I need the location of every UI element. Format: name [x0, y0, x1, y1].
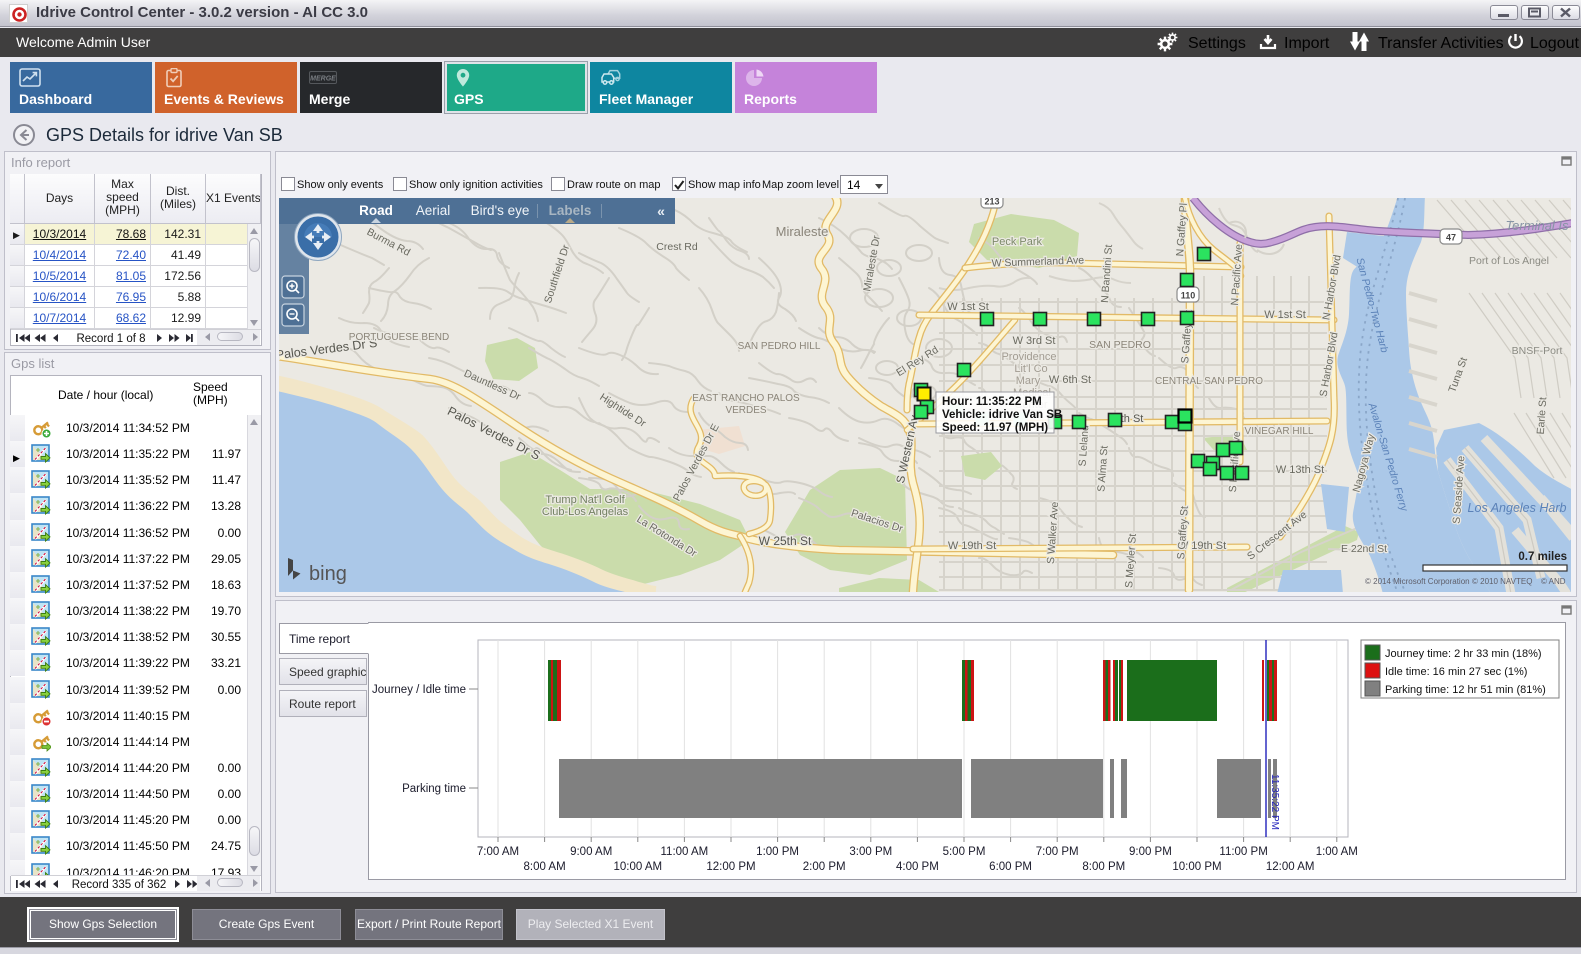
svg-text:W 19th St: W 19th St — [948, 540, 996, 552]
svg-text:8:00 AM: 8:00 AM — [523, 861, 565, 873]
svg-text:9:00 AM: 9:00 AM — [570, 846, 612, 858]
svg-text:Club-Los Angelas: Club-Los Angelas — [542, 506, 629, 518]
svg-text:W 1st St: W 1st St — [947, 301, 989, 313]
svg-text:Earle St: Earle St — [1535, 397, 1550, 435]
svg-text:W 25th St: W 25th St — [759, 534, 812, 548]
svg-text:© 2014 Microsoft Corporation: © 2014 Microsoft Corporation — [1365, 577, 1470, 586]
svg-text:2:00 PM: 2:00 PM — [803, 861, 846, 873]
svg-text:Hour: 11:35:22 PM: Hour: 11:35:22 PM — [942, 396, 1042, 408]
svg-text:Vehicle: idrive Van SB: Vehicle: idrive Van SB — [942, 409, 1062, 421]
svg-text:Record 1 of 8: Record 1 of 8 — [76, 333, 145, 345]
svg-text:7:00 AM: 7:00 AM — [477, 846, 519, 858]
svg-text:110: 110 — [1181, 291, 1196, 301]
svg-text:BNSF-Port: BNSF-Port — [1512, 345, 1563, 357]
svg-text:S Gaffey St: S Gaffey St — [1175, 506, 1191, 560]
svg-text:© AND: © AND — [1541, 577, 1566, 586]
svg-text:Crest Rd: Crest Rd — [656, 241, 698, 253]
svg-text:W 3rd St: W 3rd St — [1013, 335, 1056, 347]
svg-text:10:00 AM: 10:00 AM — [614, 861, 663, 873]
svg-text:213: 213 — [984, 198, 999, 207]
svg-text:10:00 PM: 10:00 PM — [1172, 861, 1221, 873]
svg-text:S Alma St: S Alma St — [1095, 445, 1110, 492]
svg-text:12:00 PM: 12:00 PM — [706, 861, 755, 873]
svg-text:Port of Los Angel: Port of Los Angel — [1469, 255, 1549, 267]
svg-text:9:00 PM: 9:00 PM — [1129, 846, 1172, 858]
svg-text:Journey time: 2 hr 33 min (18%: Journey time: 2 hr 33 min (18%) — [1385, 648, 1542, 660]
svg-text:12:00 AM: 12:00 AM — [1266, 861, 1315, 873]
svg-text:Road: Road — [359, 203, 393, 218]
svg-text:CENTRAL SAN PEDRO: CENTRAL SAN PEDRO — [1155, 376, 1263, 387]
svg-text:11:00 AM: 11:00 AM — [661, 846, 709, 858]
svg-text:W 19th St: W 19th St — [1178, 540, 1226, 552]
svg-text:bing: bing — [309, 563, 347, 585]
svg-text:7:00 PM: 7:00 PM — [1036, 846, 1079, 858]
svg-text:Bird's eye: Bird's eye — [471, 203, 530, 218]
svg-text:0.7 miles: 0.7 miles — [1518, 551, 1567, 563]
svg-text:Aerial: Aerial — [416, 203, 451, 218]
svg-text:Trump Nat'l Golf: Trump Nat'l Golf — [545, 494, 625, 506]
svg-text:S Leland: S Leland — [1077, 425, 1092, 467]
svg-text:N Bandini St: N Bandini St — [1099, 244, 1115, 303]
svg-text:N Gaffey Pl: N Gaffey Pl — [1174, 203, 1190, 257]
svg-text:Speed: 11.97 (MPH): Speed: 11.97 (MPH) — [942, 422, 1048, 434]
svg-text:Labels: Labels — [549, 203, 592, 218]
svg-text:1:00 AM: 1:00 AM — [1316, 846, 1358, 858]
svg-text:Terminal Is: Terminal Is — [1505, 218, 1569, 233]
svg-text:Los Angeles Harb: Los Angeles Harb — [1468, 501, 1567, 515]
svg-text:W 6th St: W 6th St — [1049, 374, 1091, 386]
svg-text:S Walker Ave: S Walker Ave — [1045, 501, 1061, 564]
svg-text:W 13th St: W 13th St — [1276, 464, 1324, 476]
svg-text:Miraleste: Miraleste — [776, 224, 829, 239]
svg-text:MERGE: MERGE — [310, 76, 336, 83]
svg-text:EAST RANCHO PALOS: EAST RANCHO PALOS — [692, 393, 800, 404]
svg-text:Mary: Mary — [1016, 375, 1041, 387]
svg-text:W 1st St: W 1st St — [1264, 309, 1306, 321]
svg-text:5:00 PM: 5:00 PM — [943, 846, 986, 858]
svg-text:W Summerland Ave: W Summerland Ave — [991, 254, 1084, 269]
svg-text:© 2010 NAVTEQ: © 2010 NAVTEQ — [1472, 577, 1532, 586]
svg-text:SAN PEDRO HILL: SAN PEDRO HILL — [738, 341, 821, 352]
svg-text:1:00 PM: 1:00 PM — [756, 846, 799, 858]
svg-text:Record 335 of 362: Record 335 of 362 — [72, 879, 167, 891]
svg-text:Idle time: 16 min 27 sec (1%): Idle time: 16 min 27 sec (1%) — [1385, 666, 1527, 678]
svg-text:3:00 PM: 3:00 PM — [849, 846, 892, 858]
svg-text:6:00 PM: 6:00 PM — [989, 861, 1032, 873]
svg-text:SAN PEDRO: SAN PEDRO — [1089, 339, 1151, 351]
svg-text:11:00 PM: 11:00 PM — [1219, 846, 1267, 858]
svg-text:VERDES: VERDES — [725, 405, 766, 416]
svg-text:4:00 PM: 4:00 PM — [896, 861, 939, 873]
svg-text:N Pacific Ave: N Pacific Ave — [1229, 243, 1245, 306]
svg-text:Parking time: 12 hr 51 min (81: Parking time: 12 hr 51 min (81%) — [1385, 684, 1546, 696]
svg-text:Providence: Providence — [1001, 351, 1056, 363]
svg-text:VINEGAR HILL: VINEGAR HILL — [1245, 426, 1314, 437]
svg-text:47: 47 — [1446, 233, 1456, 243]
svg-text:S Meyler St: S Meyler St — [1123, 533, 1139, 588]
svg-text:«: « — [657, 203, 665, 219]
svg-text:PORTUGUESE BEND: PORTUGUESE BEND — [349, 332, 449, 343]
svg-text:Parking time: Parking time — [402, 783, 466, 795]
svg-text:8:00 PM: 8:00 PM — [1082, 861, 1125, 873]
svg-text:Peck Park: Peck Park — [992, 236, 1043, 248]
svg-text:Lit'l Co: Lit'l Co — [1014, 363, 1047, 375]
svg-text:11:35:22 PM: 11:35:22 PM — [1269, 774, 1280, 830]
svg-text:Journey / Idle time: Journey / Idle time — [372, 684, 466, 696]
svg-text:E 22nd St: E 22nd St — [1341, 543, 1387, 555]
